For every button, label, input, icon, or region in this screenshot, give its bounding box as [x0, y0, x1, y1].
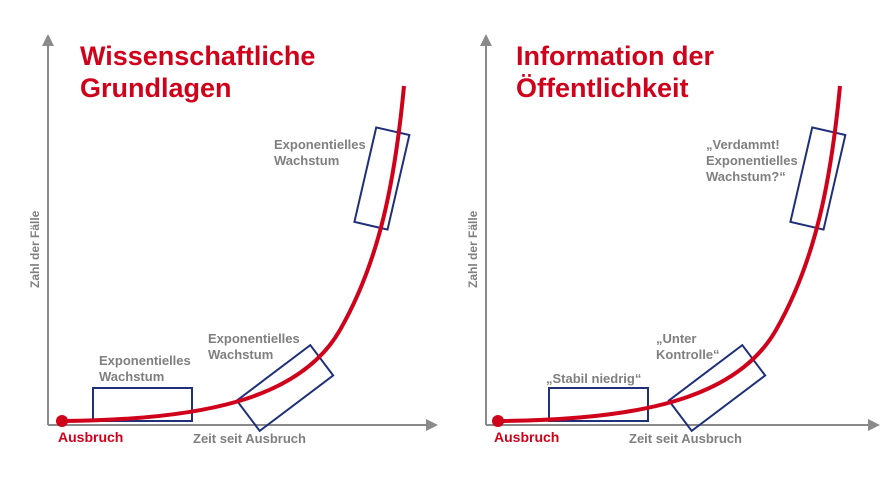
exponential-curve [61, 85, 406, 423]
box-late-phase [353, 126, 411, 231]
box-mid-phase [235, 343, 335, 433]
y-axis-arrow [42, 34, 54, 46]
y-axis-label: Zahl der Fälle [28, 210, 42, 288]
origin-label: Ausbruch [494, 429, 560, 445]
panel-title: Information der Öffentlichkeit [516, 40, 714, 104]
outbreak-dot [56, 415, 68, 427]
annotation-line1: „Verdammt! [706, 137, 780, 152]
box-early-phase [548, 387, 649, 422]
panel-scientific: Wissenschaftliche Grundlagen Exponentiel… [0, 0, 446, 478]
annotation-line1: Exponentielles [274, 137, 366, 152]
annotation-late: „Verdammt! Exponentielles Wachstum?“ [706, 137, 798, 185]
panel-title-line1: Wissenschaftliche [80, 41, 316, 71]
y-axis-arrow [480, 34, 492, 46]
box-late-phase [789, 126, 847, 231]
exponential-curve [497, 85, 842, 423]
annotation-line2: Exponentielles [706, 153, 798, 168]
annotation-line1: Exponentielles [99, 353, 191, 368]
annotation-line1: „Stabil niedrig“ [546, 371, 642, 386]
origin-label: Ausbruch [58, 429, 124, 445]
x-axis-arrow [868, 419, 880, 431]
panel-title-line2: Grundlagen [80, 73, 232, 103]
annotation-line2: Wachstum [208, 347, 274, 362]
annotation-mid: Exponentielles Wachstum [208, 331, 300, 363]
y-axis-label: Zahl der Fälle [466, 210, 480, 288]
diagram-scientific [42, 34, 438, 433]
annotation-mid: „Unter Kontrolle“ [656, 331, 720, 363]
annotation-line2: Wachstum [274, 153, 340, 168]
annotation-line2: Wachstum [99, 369, 165, 384]
panel-title-line2: Öffentlichkeit [516, 73, 689, 103]
x-axis-label: Zeit seit Ausbruch [193, 431, 306, 446]
outbreak-dot [492, 415, 504, 427]
panel-public: Information der Öffentlichkeit „Stabil n… [436, 0, 882, 478]
annotation-line3: Wachstum?“ [706, 169, 786, 184]
annotation-early: Exponentielles Wachstum [99, 353, 191, 385]
box-early-phase [92, 387, 193, 422]
diagram-public [480, 34, 880, 433]
panel-title: Wissenschaftliche Grundlagen [80, 40, 315, 104]
x-axis-label: Zeit seit Ausbruch [629, 431, 742, 446]
annotation-line2: Kontrolle“ [656, 347, 720, 362]
annotation-late: Exponentielles Wachstum [274, 137, 366, 169]
annotation-line1: „Unter [656, 331, 697, 346]
annotation-line1: Exponentielles [208, 331, 300, 346]
annotation-early: „Stabil niedrig“ [546, 371, 641, 387]
x-axis-arrow [426, 419, 438, 431]
panel-title-line1: Information der [516, 41, 715, 71]
